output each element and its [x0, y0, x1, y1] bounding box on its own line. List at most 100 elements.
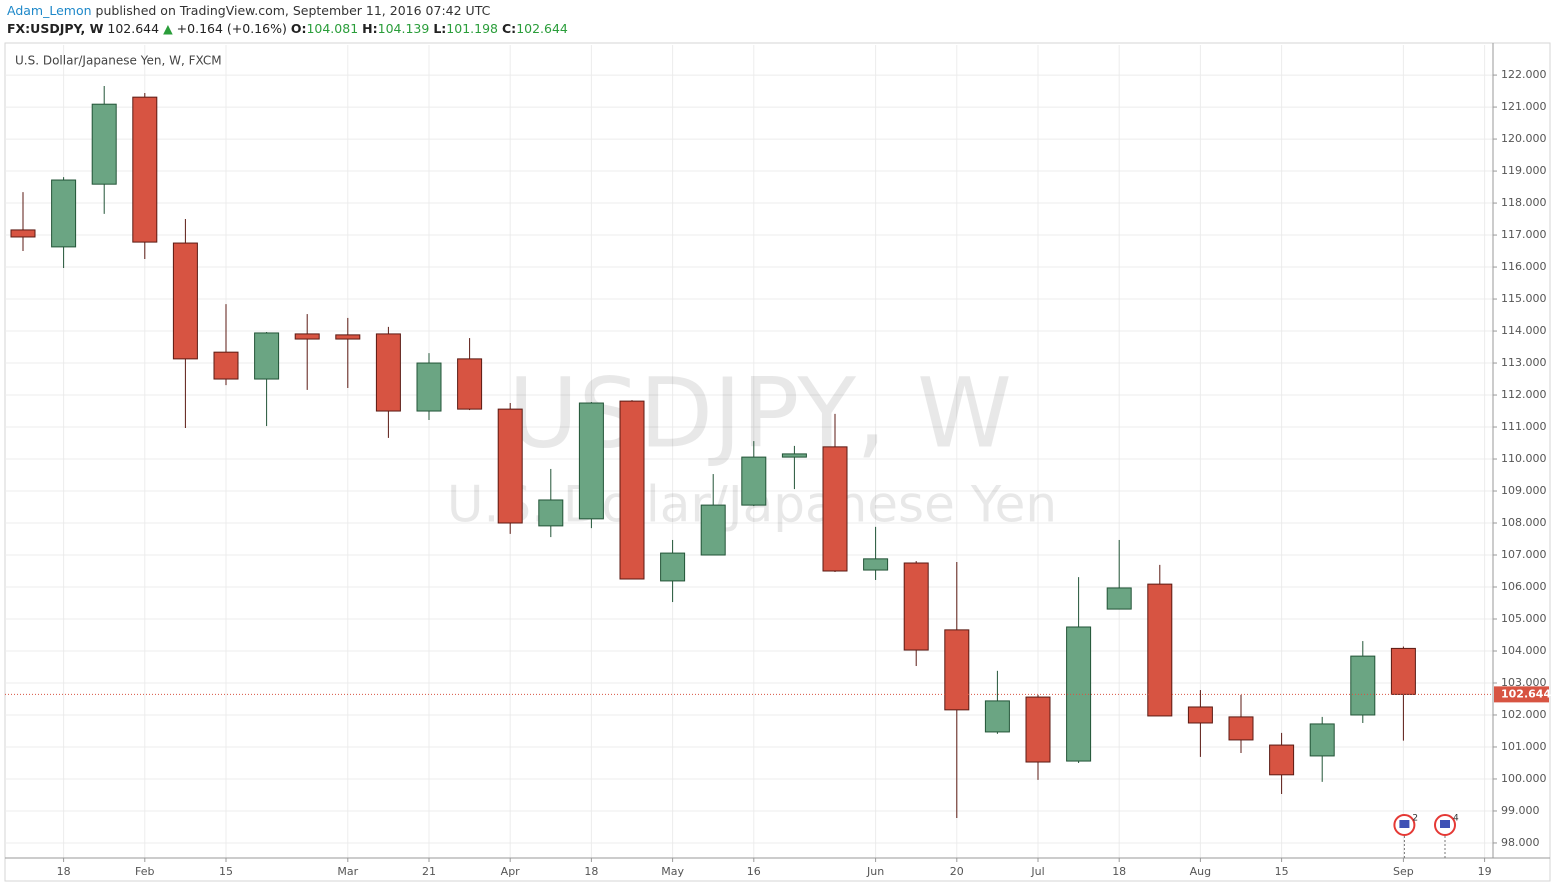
y-tick-label: 115.000: [1501, 292, 1547, 305]
candle-body: [132, 96, 158, 243]
ohlc-label: H:: [362, 21, 377, 36]
y-tick-label: 118.000: [1501, 196, 1547, 209]
published: published on TradingView.com, September …: [96, 3, 491, 18]
symbol: FX:USDJPY, W: [7, 21, 104, 36]
plot: 98.000 99.000 100.000 101.000 102.000 103.000…: [5, 43, 1551, 878]
x-tick-label: Feb: [135, 865, 154, 878]
x-tick-label: Apr: [501, 865, 521, 878]
candle-body: [741, 456, 767, 506]
ohlc: O:104.081 H:104.139 L:101.198 C:102.644: [291, 21, 568, 36]
y-tick-label: 112.000: [1501, 388, 1547, 401]
y-tick-label: 119.000: [1501, 164, 1547, 177]
y-tick-label: 114.000: [1501, 324, 1547, 337]
candle-body: [822, 446, 848, 572]
y-tick-label: 102.000: [1501, 708, 1547, 721]
candle-body: [91, 103, 117, 185]
chart-title: U.S. Dollar/Japanese Yen, W, FXCM: [15, 54, 222, 68]
x-tick-label: 18: [584, 865, 598, 878]
candle-body: [1147, 583, 1173, 717]
y-tick-label: 99.000: [1501, 804, 1540, 817]
y-tick-label: 106.000: [1501, 580, 1547, 593]
y-tick-label: 110.000: [1501, 452, 1547, 465]
header-line-1: Adam_Lemon published on TradingView.com,…: [7, 3, 491, 18]
x-tick-label: 19: [1478, 865, 1492, 878]
x-tick-label: Jul: [1030, 865, 1044, 878]
event-count: 2: [1412, 814, 1418, 824]
candle-body: [335, 334, 361, 340]
candle-body: [51, 179, 77, 248]
y-tick-label: 98.000: [1501, 836, 1540, 849]
candle-body: [660, 552, 686, 582]
y-tick-label: 108.000: [1501, 516, 1547, 529]
header-line-2: FX:USDJPY, W 102.644 ▲ +0.164 (+0.16%) O…: [7, 21, 568, 36]
last-price-label: 102.644: [1501, 687, 1551, 700]
y-tick-label: 111.000: [1501, 420, 1547, 433]
candle-body: [497, 408, 523, 524]
candle-body: [781, 453, 807, 458]
y-tick-label: 121.000: [1501, 100, 1547, 113]
ohlc-label: C:: [502, 21, 516, 36]
candle-body: [1390, 647, 1416, 695]
x-tick-label: 20: [950, 865, 964, 878]
ohlc-value: 101.198: [446, 21, 498, 36]
ohlc-value: 104.081: [306, 21, 358, 36]
candle-body: [700, 504, 726, 556]
candle-body: [944, 629, 970, 711]
y-tick-label: 103.000: [1501, 676, 1547, 689]
up-arrow: ▲: [163, 21, 173, 36]
candle-body: [1228, 716, 1254, 741]
ohlc-label: O:: [291, 21, 307, 36]
candle-body: [457, 358, 483, 410]
x-tick-label: 15: [219, 865, 233, 878]
y-tick-label: 109.000: [1501, 484, 1547, 497]
y-tick-label: 105.000: [1501, 612, 1547, 625]
x-tick-label: Aug: [1190, 865, 1211, 878]
ohlc-value: 104.139: [378, 21, 430, 36]
x-tick-label: 18: [57, 865, 71, 878]
event-flag: [1440, 820, 1450, 828]
change: +0.164 (+0.16%): [177, 21, 287, 36]
y-tick-label: 107.000: [1501, 548, 1547, 561]
candle-body: [1309, 723, 1335, 757]
y-tick-label: 101.000: [1501, 740, 1547, 753]
x-tick-label: Jun: [866, 865, 884, 878]
y-tick-label: 120.000: [1501, 132, 1547, 145]
event-marker[interactable]: 2: [1393, 814, 1418, 836]
candle-body: [1106, 587, 1132, 610]
ohlc-label: L:: [433, 21, 446, 36]
candle-body: [538, 499, 564, 527]
y-tick-label: 122.000: [1501, 68, 1547, 81]
candle-body: [10, 229, 36, 238]
event-flag: [1399, 820, 1410, 828]
x-tick-label: Sep: [1393, 865, 1414, 878]
chart-frame: [4, 42, 1551, 882]
y-tick-label: 104.000: [1501, 644, 1547, 657]
ohlc-value: 102.644: [516, 21, 568, 36]
candle-body: [375, 333, 401, 412]
candle-body: [254, 332, 280, 380]
x-tick-label: 15: [1275, 865, 1289, 878]
last: 102.644: [107, 21, 159, 36]
candle-body: [1350, 655, 1376, 716]
x-tick-label: May: [661, 865, 684, 878]
candle-body: [578, 402, 604, 520]
y-tick-label: 116.000: [1501, 260, 1547, 273]
candle-body: [416, 362, 442, 412]
y-tick-label: 113.000: [1501, 356, 1547, 369]
candle-body: [984, 700, 1010, 733]
candle-body: [1187, 706, 1213, 724]
author[interactable]: Adam_Lemon: [7, 3, 92, 18]
x-tick-label: 18: [1112, 865, 1126, 878]
x-tick-label: 16: [747, 865, 761, 878]
candle-body: [619, 400, 645, 580]
y-tick-label: 117.000: [1501, 228, 1547, 241]
candle-body: [1269, 744, 1295, 776]
last-price-box: [1494, 686, 1549, 703]
candle-body: [213, 351, 239, 380]
y-tick-label: 100.000: [1501, 772, 1547, 785]
candle-body: [172, 242, 198, 360]
x-tick-label: Mar: [337, 865, 358, 878]
event-marker[interactable]: 4: [1434, 814, 1459, 836]
